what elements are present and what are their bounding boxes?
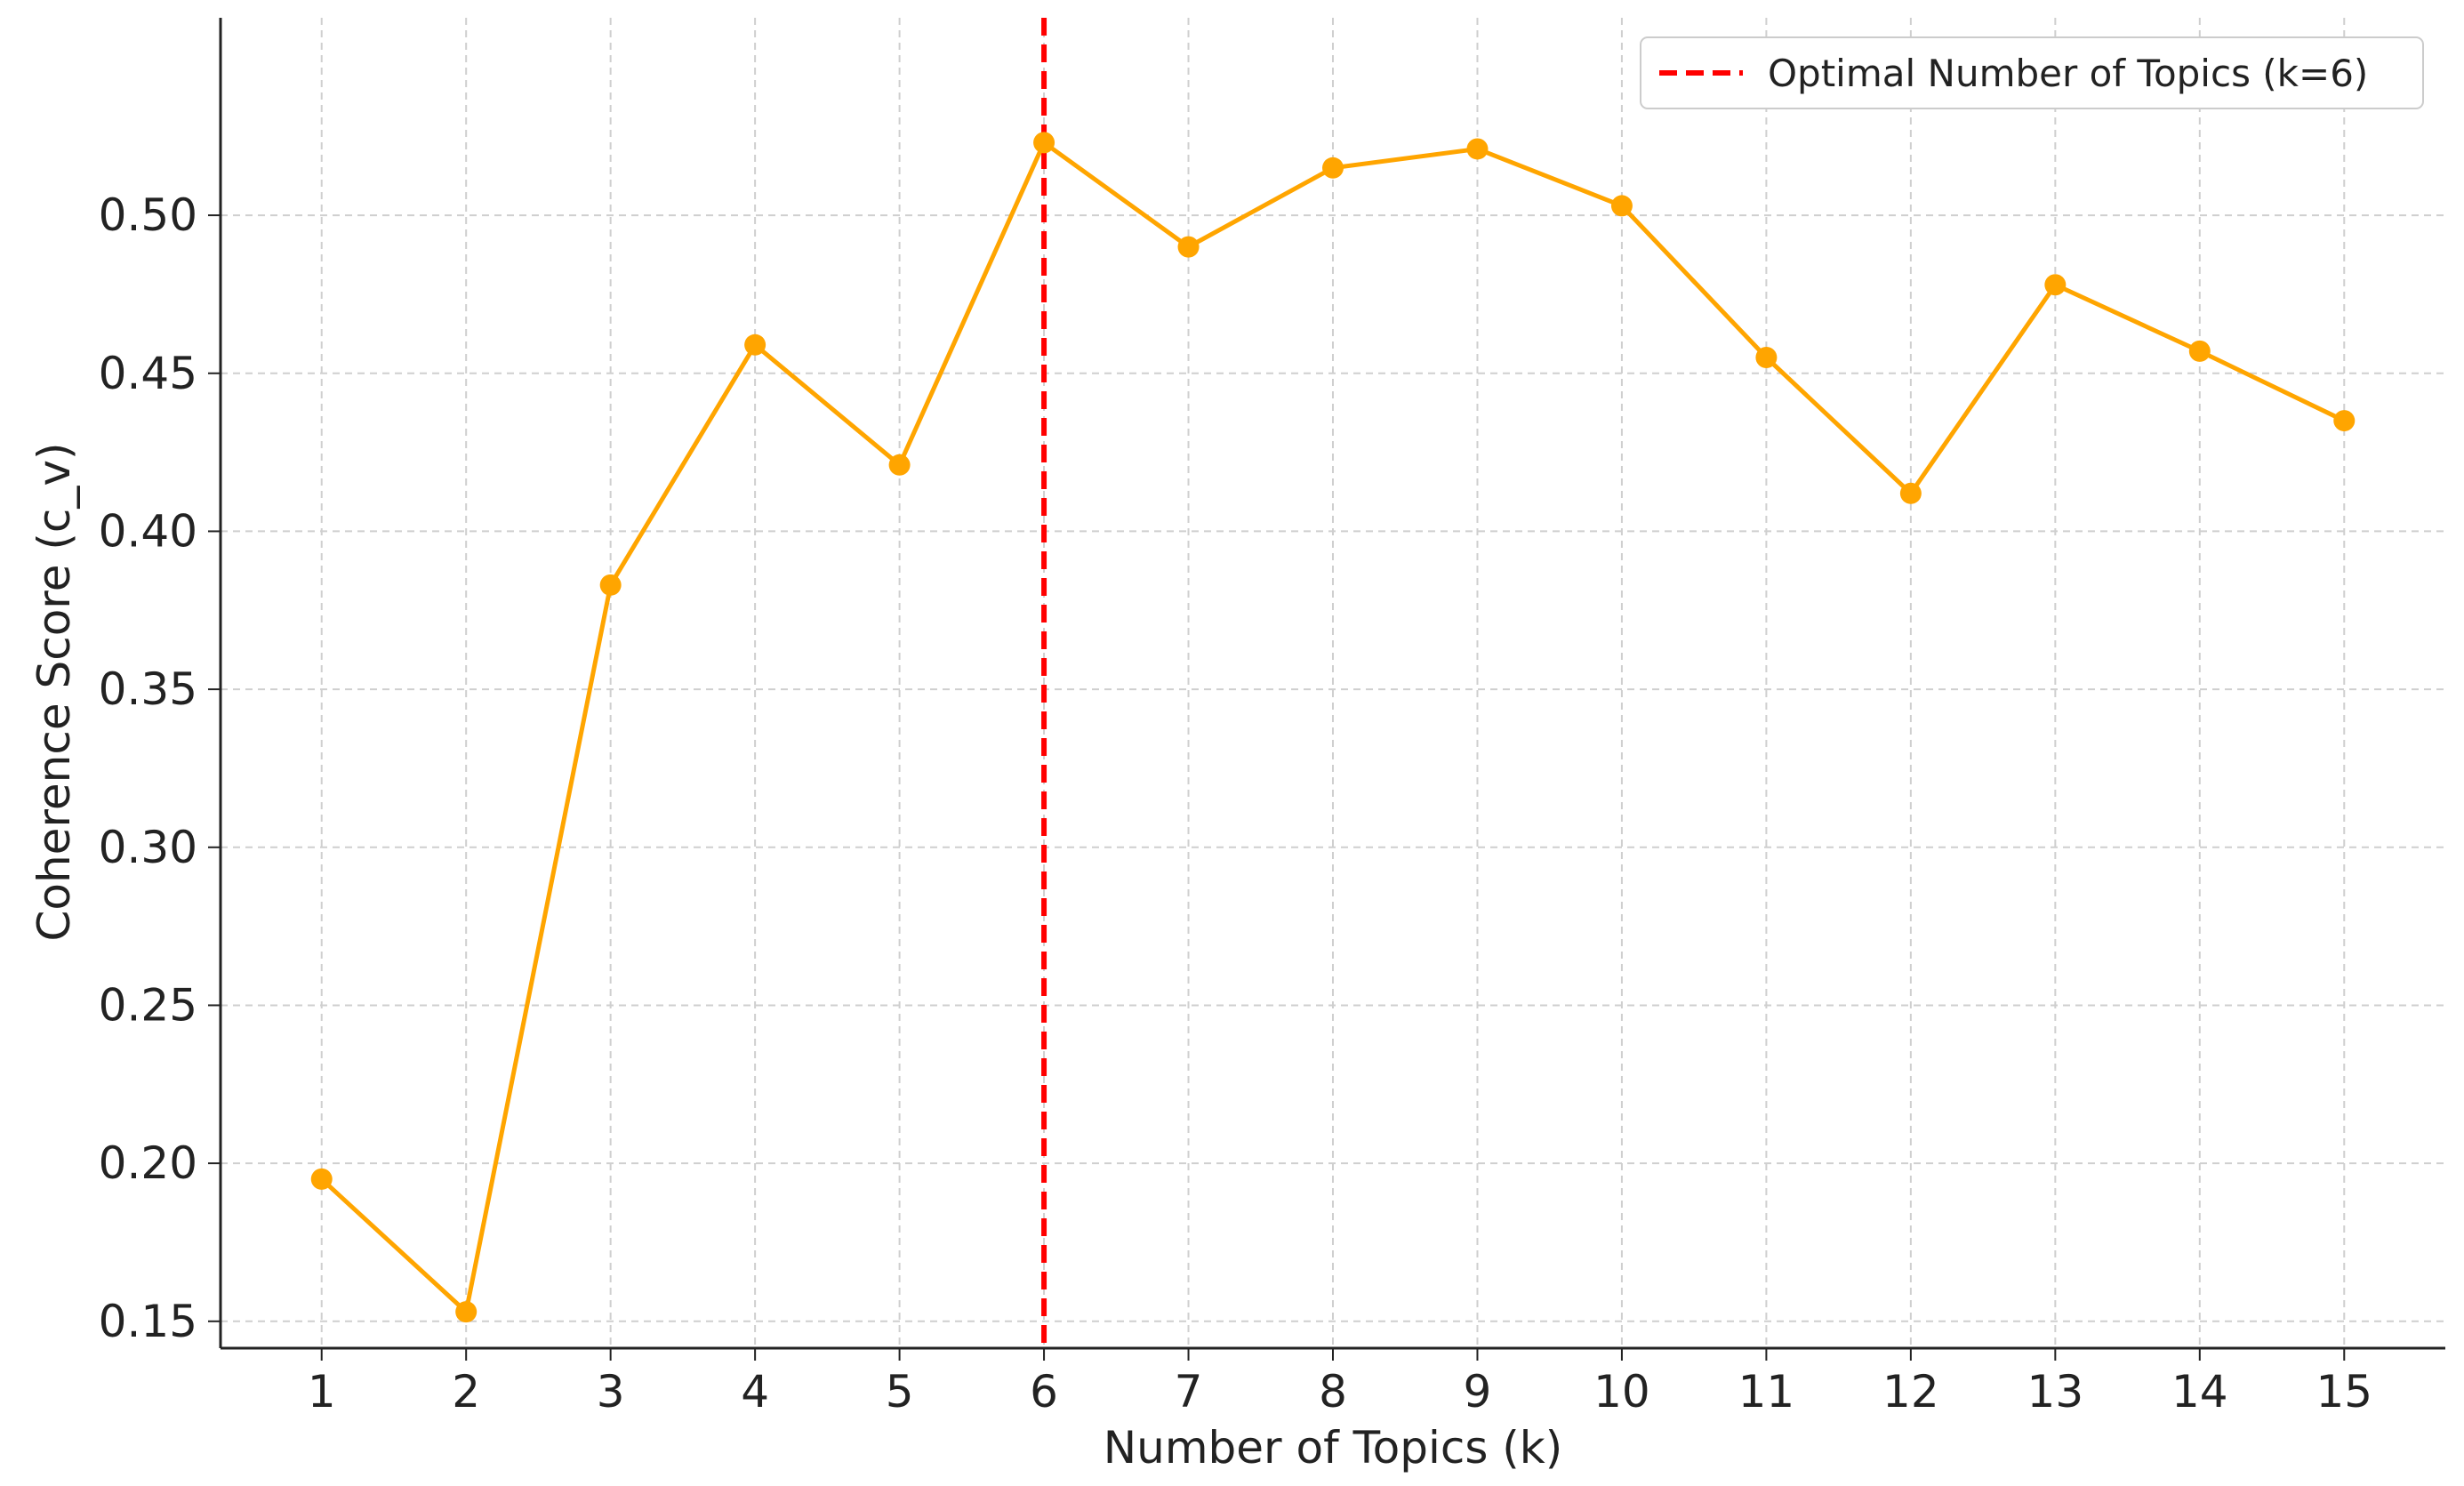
x-tick-label: 14 bbox=[2171, 1366, 2228, 1418]
data-point bbox=[1755, 346, 1778, 368]
grid-lines bbox=[221, 18, 2445, 1348]
data-point bbox=[310, 1168, 333, 1190]
y-tick-label: 0.40 bbox=[99, 505, 197, 557]
x-tick-label: 9 bbox=[1464, 1366, 1492, 1418]
x-tick-label: 3 bbox=[597, 1366, 625, 1418]
x-tick-label: 6 bbox=[1030, 1366, 1058, 1418]
legend: Optimal Number of Topics (k=6) bbox=[1640, 36, 2424, 109]
x-tick-label: 8 bbox=[1319, 1366, 1347, 1418]
x-tick-label: 12 bbox=[1882, 1366, 1939, 1418]
x-tick-label: 11 bbox=[1738, 1366, 1795, 1418]
x-tick-label: 1 bbox=[308, 1366, 336, 1418]
x-tick-label: 2 bbox=[452, 1366, 480, 1418]
y-tick-label: 0.35 bbox=[99, 663, 197, 715]
data-point bbox=[2188, 340, 2211, 362]
data-point bbox=[1466, 138, 1489, 160]
y-tick-label: 0.25 bbox=[99, 979, 197, 1031]
x-tick-label: 13 bbox=[2027, 1366, 2084, 1418]
y-tick-label: 0.15 bbox=[99, 1296, 197, 1347]
data-point bbox=[1033, 132, 1055, 154]
data-point bbox=[888, 454, 911, 476]
y-tick-label: 0.45 bbox=[99, 348, 197, 399]
x-tick-label: 15 bbox=[2316, 1366, 2372, 1418]
y-axis-title: Coherence Score (c_v) bbox=[28, 442, 80, 941]
x-tick-label: 5 bbox=[886, 1366, 914, 1418]
data-point bbox=[1322, 157, 1344, 179]
tick-marks: 1 2 3 4 5 6 7 8 9 10 11 12 13 14 150.150.200.250.300.3… bbox=[99, 189, 2372, 1418]
series-group bbox=[310, 132, 2356, 1323]
y-tick-label: 0.50 bbox=[99, 189, 197, 241]
y-tick-label: 0.30 bbox=[99, 822, 197, 873]
data-point bbox=[2333, 410, 2356, 432]
data-point bbox=[599, 574, 622, 596]
x-axis-title: Number of Topics (k) bbox=[1104, 1422, 1563, 1474]
data-point bbox=[2044, 274, 2067, 296]
y-tick-label: 0.20 bbox=[99, 1137, 197, 1189]
data-point bbox=[1177, 236, 1200, 258]
x-tick-label: 7 bbox=[1175, 1366, 1203, 1418]
legend-box bbox=[1640, 36, 2424, 109]
data-point bbox=[1899, 482, 1922, 504]
x-tick-label: 10 bbox=[1593, 1366, 1650, 1418]
data-point bbox=[1610, 195, 1633, 217]
data-point bbox=[455, 1301, 478, 1323]
legend-label: Optimal Number of Topics (k=6) bbox=[1768, 52, 2368, 95]
data-point bbox=[744, 333, 766, 356]
x-tick-label: 4 bbox=[741, 1366, 769, 1418]
